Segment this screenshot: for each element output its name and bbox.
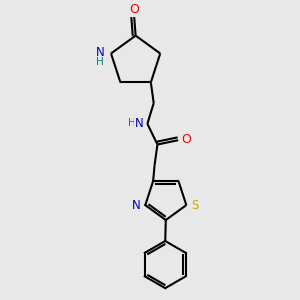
- Text: O: O: [181, 133, 191, 146]
- Text: N: N: [96, 46, 104, 59]
- Text: O: O: [129, 3, 139, 16]
- Text: N: N: [132, 199, 141, 212]
- Text: N: N: [96, 46, 104, 59]
- Text: H: H: [128, 118, 135, 128]
- Text: N: N: [135, 117, 144, 130]
- Text: H: H: [96, 56, 104, 67]
- Text: S: S: [191, 199, 199, 212]
